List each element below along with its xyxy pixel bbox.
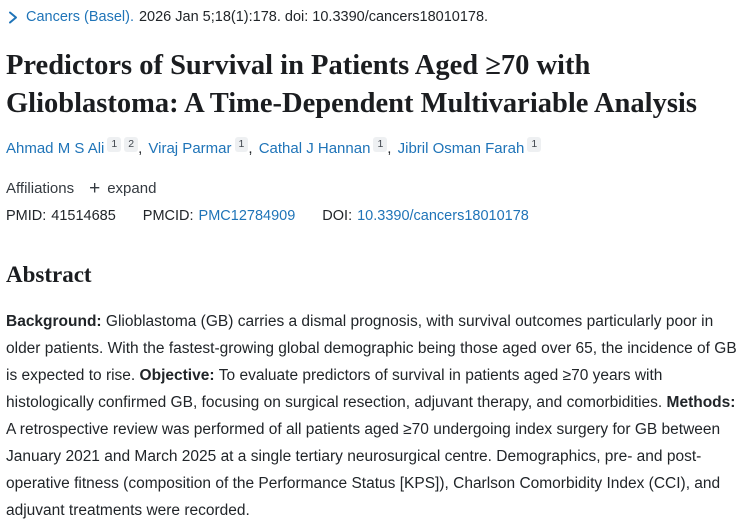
plus-icon: + [89,178,101,199]
authors-line: Ahmad M S Ali 1 2, Viraj Parmar 1, Cathal J… [6,137,742,160]
chevron-right-icon[interactable] [8,11,18,24]
abstract-heading: Abstract [6,262,92,287]
abstract-segment-objective-text: To evaluate predictors of survival in pa… [6,367,667,412]
citation-text: 2026 Jan 5;18(1):178. doi: 10.3390/cance… [138,9,489,25]
pmcid-link[interactable]: PMC12784909 [198,208,296,224]
doi-link[interactable]: 10.3390/cancers18010178 [357,208,529,224]
author-link[interactable]: Ahmad M S Ali [6,140,105,157]
author-link[interactable]: Jibril Osman Farah [397,140,525,157]
pmcid-item: PMCID: PMC12784909 [143,208,296,224]
author-affiliation-sup[interactable]: 1 [234,137,249,152]
author-separator: , [387,140,396,157]
pmcid-label: PMCID: [142,208,194,224]
author-entry: Cathal J Hannan 1, [258,137,398,157]
author-affiliation-sup[interactable]: 1 [373,137,388,152]
author-affiliation-sup[interactable]: 2 [124,137,139,152]
author-entry: Jibril Osman Farah 1 [397,137,542,157]
doi-item: DOI: 10.3390/cancers18010178 [322,208,529,224]
article-title: Predictors of Survival in Patients Aged … [6,50,697,119]
journal-link[interactable]: Cancers (Basel). [26,9,134,25]
author-link[interactable]: Cathal J Hannan [258,140,371,157]
abstract-segment-objective-label: Objective: [139,367,219,385]
author-entry: Viraj Parmar 1, [148,137,258,157]
author-entry: Ahmad M S Ali 1 2, [6,137,148,157]
author-affiliation-sup[interactable]: 1 [527,137,542,152]
affiliations-expand-button[interactable]: + expand [89,178,157,199]
identifiers-line: PMID: 41514685 PMCID: PMC12784909 DOI: 1… [6,208,742,224]
pmid-label: PMID: [6,208,47,224]
affiliations-row: Affiliations + expand [6,178,742,199]
abstract-segment-methods-text: A retrospective review was performed of … [6,421,721,520]
expand-label: expand [107,180,157,197]
author-separator: , [138,140,147,157]
abstract-segment-methods-label: Methods: [666,394,736,412]
journal-citation-line: Cancers (Basel). 2026 Jan 5;18(1):178. d… [6,9,742,25]
abstract-paragraph: Background: Glioblastoma (GB) carries a … [6,308,742,524]
pmid-value: 41514685 [51,208,116,224]
author-separator: , [248,140,257,157]
abstract-segment-background-text: Glioblastoma (GB) carries a dismal progn… [6,313,737,385]
pmid-item: PMID: 41514685 [6,208,116,224]
abstract-segment-background-label: Background: [6,313,106,331]
author-affiliation-sup[interactable]: 1 [107,137,122,152]
affiliations-label: Affiliations [6,180,75,197]
author-link[interactable]: Viraj Parmar [148,140,232,157]
doi-label: DOI: [322,208,353,224]
